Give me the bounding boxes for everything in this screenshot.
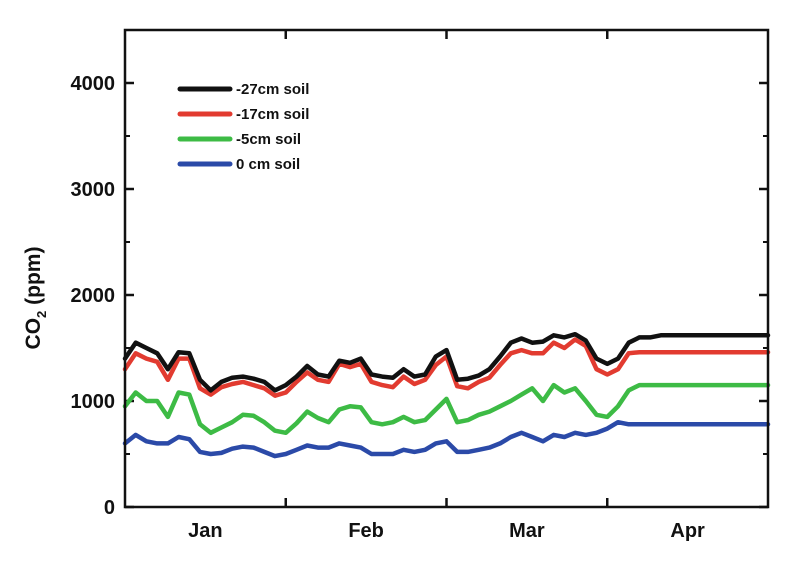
legend-label: -17cm soil	[236, 106, 309, 123]
legend: -27cm soil -17cm soil -5cm soil 0 cm soil	[177, 81, 309, 173]
x-axis-ticks	[284, 30, 609, 507]
series-lines	[122, 331, 771, 459]
x-tick-label: Mar	[509, 520, 545, 542]
y-tick-label: 3000	[71, 179, 116, 201]
legend-label: -27cm soil	[236, 81, 309, 98]
legend-label: -5cm soil	[236, 131, 301, 148]
x-tick-label: Feb	[348, 520, 384, 542]
y-axis-ticks	[125, 81, 768, 509]
series-line-5cm-soil	[122, 382, 771, 436]
series-line-27cm-soil	[122, 331, 771, 393]
y-axis-title-subscript: 2	[34, 311, 49, 318]
y-axis-title-co: CO	[22, 318, 45, 350]
y-axis-title: CO2 (ppm)	[22, 247, 49, 350]
y-tick-labels: 0 1000 2000 3000 4000	[71, 73, 116, 519]
x-tick-label: Jan	[188, 520, 222, 542]
y-tick-label: 0	[104, 497, 115, 519]
x-tick-labels: Jan Feb Mar Apr	[188, 520, 705, 542]
plot-frame	[123, 28, 770, 509]
series-line-0-cm-soil	[122, 419, 771, 459]
x-tick-label: Apr	[670, 520, 705, 542]
y-axis-title-unit: (ppm)	[22, 247, 45, 305]
y-tick-label: 1000	[71, 391, 116, 413]
y-tick-label: 2000	[71, 285, 116, 307]
y-tick-label: 4000	[71, 73, 116, 95]
legend-label: 0 cm soil	[236, 156, 300, 173]
